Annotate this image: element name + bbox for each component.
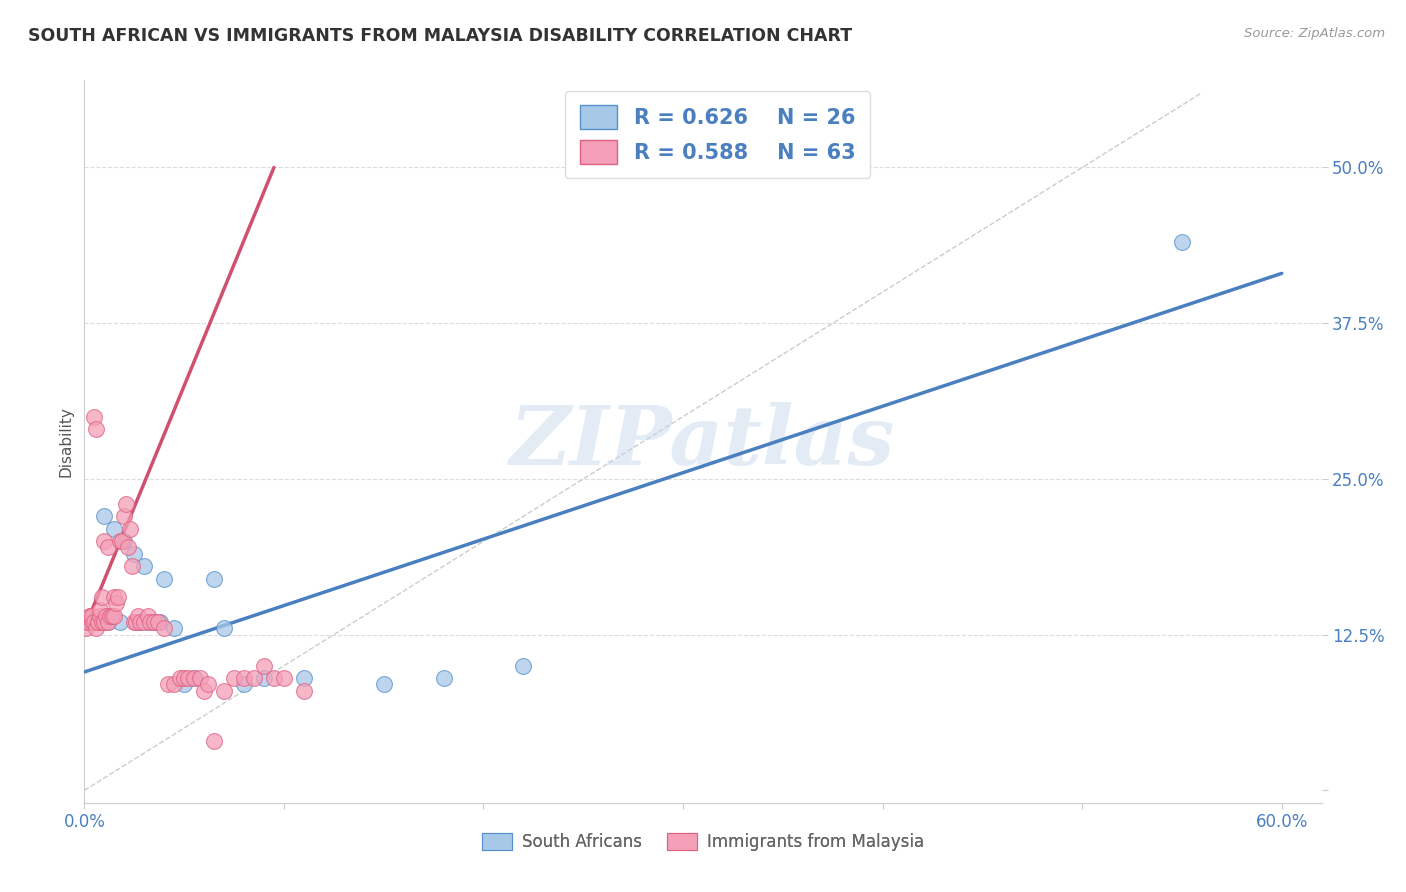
Point: [103, 522, 125, 536]
Text: SOUTH AFRICAN VS IMMIGRANTS FROM MALAYSIA DISABILITY CORRELATION CHART: SOUTH AFRICAN VS IMMIGRANTS FROM MALAYSI…: [28, 27, 852, 45]
Point: [87, 615, 110, 630]
Point: [91, 591, 114, 605]
Point: [121, 559, 143, 574]
Point: [183, 671, 205, 685]
Point: [79, 609, 101, 624]
Point: [169, 671, 191, 685]
Point: [136, 615, 159, 630]
Point: [117, 541, 139, 555]
Point: [83, 409, 105, 424]
Point: [122, 615, 145, 630]
Point: [87, 615, 110, 630]
Point: [263, 671, 285, 685]
Point: [129, 615, 152, 630]
Point: [75, 621, 97, 635]
Point: [163, 621, 186, 635]
Point: [89, 615, 111, 630]
Point: [98, 609, 121, 624]
Point: [202, 572, 225, 586]
Point: [222, 671, 245, 685]
Point: [136, 609, 159, 624]
Point: [292, 671, 315, 685]
Point: [1171, 235, 1194, 250]
Point: [373, 677, 395, 691]
Point: [212, 683, 235, 698]
Point: [197, 677, 219, 691]
Point: [93, 509, 115, 524]
Point: [157, 677, 180, 691]
Point: [103, 609, 125, 624]
Point: [153, 572, 176, 586]
Point: [139, 615, 162, 630]
Point: [91, 615, 114, 630]
Point: [193, 683, 215, 698]
Point: [183, 671, 205, 685]
Point: [89, 603, 111, 617]
Point: [153, 621, 176, 635]
Point: [112, 534, 135, 549]
Point: [89, 609, 111, 624]
Point: [134, 615, 156, 630]
Point: [233, 671, 256, 685]
Point: [149, 615, 172, 630]
Point: [101, 609, 124, 624]
Point: [233, 677, 256, 691]
Point: [292, 683, 315, 698]
Point: [143, 615, 166, 630]
Point: [105, 597, 128, 611]
Point: [86, 621, 108, 635]
Point: [173, 677, 195, 691]
Point: [82, 609, 104, 624]
Point: [148, 615, 170, 630]
Point: [212, 621, 235, 635]
Point: [97, 541, 120, 555]
Point: [115, 497, 138, 511]
Point: [125, 615, 148, 630]
Point: [173, 671, 195, 685]
Point: [77, 615, 100, 630]
Point: [512, 658, 534, 673]
Point: [77, 615, 100, 630]
Point: [163, 677, 186, 691]
Point: [253, 658, 276, 673]
Point: [103, 591, 125, 605]
Point: [82, 615, 104, 630]
Point: [93, 615, 115, 630]
Point: [120, 522, 142, 536]
Point: [432, 671, 454, 685]
Point: [243, 671, 266, 685]
Point: [110, 534, 132, 549]
Point: [110, 615, 132, 630]
Point: [253, 671, 276, 685]
Point: [112, 509, 135, 524]
Point: [202, 733, 225, 747]
Point: [111, 534, 134, 549]
Point: [97, 615, 120, 630]
Point: [93, 534, 115, 549]
Point: [122, 547, 145, 561]
Legend: South Africans, Immigrants from Malaysia: South Africans, Immigrants from Malaysia: [474, 825, 932, 860]
Point: [107, 591, 129, 605]
Text: ZIPatlas: ZIPatlas: [510, 401, 896, 482]
Point: [97, 615, 120, 630]
Point: [177, 671, 200, 685]
Point: [96, 609, 118, 624]
Point: [83, 615, 105, 630]
Point: [129, 615, 152, 630]
Point: [188, 671, 211, 685]
Text: Source: ZipAtlas.com: Source: ZipAtlas.com: [1244, 27, 1385, 40]
Y-axis label: Disability: Disability: [58, 406, 73, 477]
Point: [86, 422, 108, 436]
Point: [273, 671, 295, 685]
Point: [79, 609, 101, 624]
Point: [134, 559, 156, 574]
Point: [83, 615, 105, 630]
Point: [127, 609, 149, 624]
Point: [143, 615, 166, 630]
